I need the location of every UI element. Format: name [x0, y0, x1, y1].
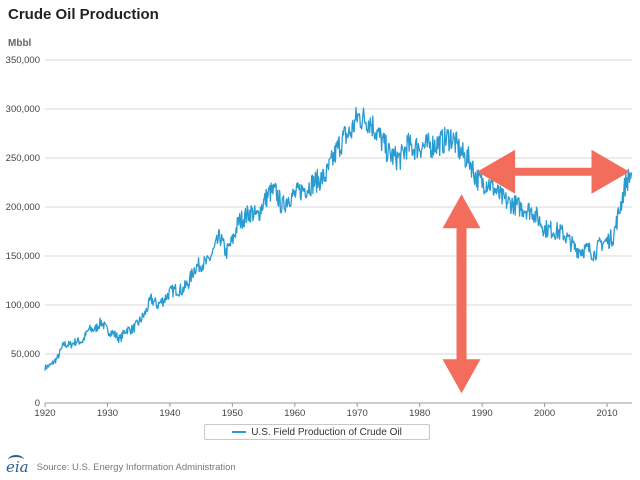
y-tick-label: 50,000	[11, 349, 40, 360]
x-tick-label: 1960	[284, 408, 305, 419]
series-layer	[44, 106, 633, 371]
grid-lines	[44, 59, 632, 407]
y-tick-label: 250,000	[6, 153, 40, 164]
y-tick-label: 150,000	[6, 251, 40, 262]
eia-logo: eia	[6, 455, 29, 476]
y-tick-label: 0	[35, 398, 40, 409]
legend[interactable]: U.S. Field Production of Crude Oil	[204, 424, 430, 440]
series-line-us-field-production	[44, 106, 633, 371]
x-tick-label: 2000	[534, 408, 555, 419]
y-tick-label: 300,000	[6, 104, 40, 115]
annotation-arrows	[442, 149, 630, 394]
chart-title: Crude Oil Production	[8, 6, 159, 23]
horizontal-double-arrow	[477, 149, 630, 194]
x-tick-label: 1920	[34, 408, 55, 419]
source-text: Source: U.S. Energy Information Administ…	[36, 461, 236, 473]
y-tick-label: 350,000	[6, 55, 40, 66]
x-tick-labels: 1920 1930 1940 1950 1960 1970 1980 1990 2000 2010	[34, 408, 617, 419]
x-tick-label: 1930	[97, 408, 118, 419]
legend-swatch	[232, 431, 247, 433]
x-tick-label: 2010	[596, 408, 617, 419]
legend-label: U.S. Field Production of Crude Oil	[251, 426, 402, 438]
x-tick-label: 1980	[409, 408, 430, 419]
x-tick-label: 1940	[159, 408, 180, 419]
x-tick-label: 1950	[222, 408, 243, 419]
y-axis-unit-label: Mbbl	[8, 38, 32, 49]
x-tick-label: 1990	[472, 408, 493, 419]
y-tick-label: 100,000	[6, 300, 40, 311]
y-tick-labels: 0 50,000 100,000 150,000 200,000 250,000 300,0…	[6, 55, 40, 409]
y-tick-label: 200,000	[6, 202, 40, 213]
source-footer: eia Source: U.S. Energy Information Admi…	[6, 455, 236, 476]
vertical-double-arrow	[442, 194, 481, 394]
x-tick-label: 1970	[347, 408, 368, 419]
